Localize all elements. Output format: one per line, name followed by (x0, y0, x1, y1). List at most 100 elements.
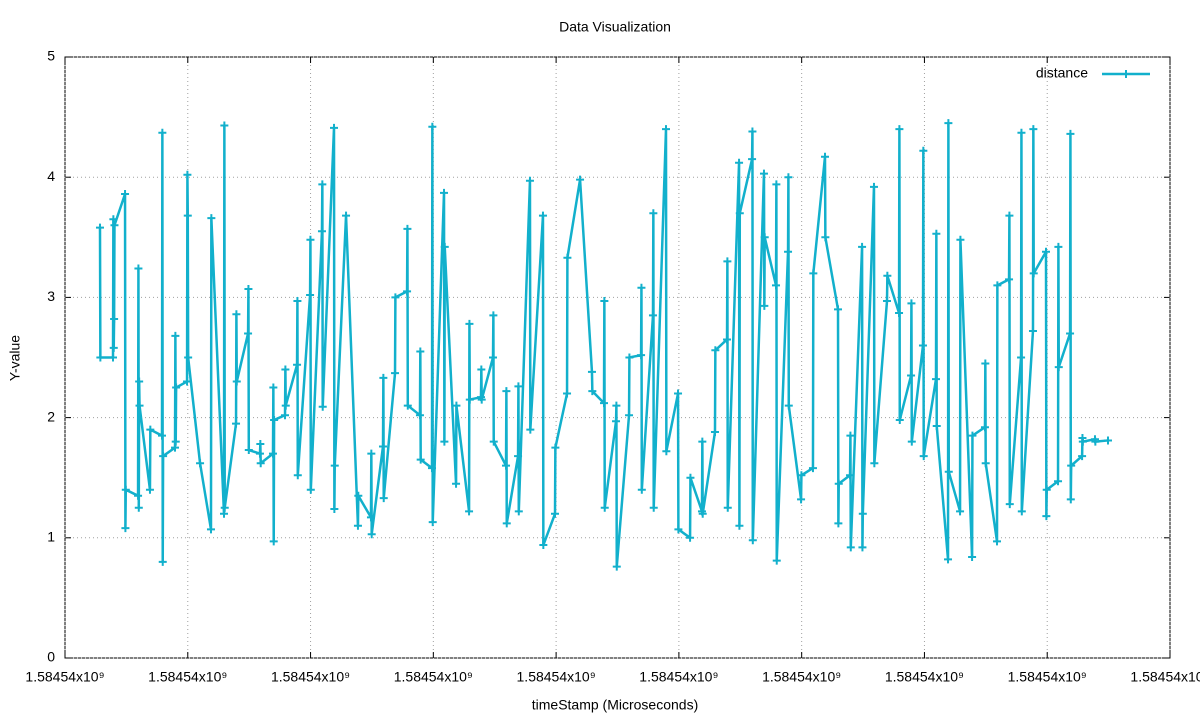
data-point (306, 485, 315, 494)
data-point (293, 360, 302, 369)
data-point (415, 411, 424, 420)
data-point (391, 293, 400, 302)
x-tick-label: 1.58454x10⁹ (1008, 669, 1087, 685)
data-point (1042, 485, 1051, 494)
data-point (968, 553, 977, 562)
data-point (1066, 129, 1075, 138)
data-point (649, 503, 658, 512)
data-point (270, 416, 279, 425)
data-point (1029, 125, 1038, 134)
y-tick-label: 2 (47, 408, 55, 424)
data-point (612, 417, 621, 426)
data-point (255, 449, 264, 458)
data-point (538, 211, 547, 220)
data-point (158, 128, 167, 137)
data-point (759, 169, 768, 178)
data-point (318, 402, 327, 411)
data-point (784, 173, 793, 182)
data-point (379, 494, 388, 503)
data-point (980, 423, 989, 432)
data-point (183, 170, 192, 179)
y-axis-label: Y-value (7, 335, 23, 381)
data-point (502, 387, 511, 396)
data-point (403, 401, 412, 410)
data-point (981, 359, 990, 368)
data-point (416, 455, 425, 464)
data-point (895, 416, 904, 425)
data-point (797, 471, 806, 480)
data-point (109, 353, 118, 362)
data-point (121, 524, 130, 533)
data-point (563, 389, 572, 398)
data-point (526, 425, 535, 434)
data-point (502, 461, 511, 470)
data-point (551, 509, 560, 518)
y-tick-label: 4 (47, 168, 55, 184)
y-tick-label: 5 (47, 48, 55, 64)
data-point (686, 473, 695, 482)
data-point (452, 401, 461, 410)
data-point (353, 521, 362, 530)
data-point (317, 227, 326, 236)
x-tick-label: 1.58454x10⁹ (762, 669, 841, 685)
y-tick-label: 1 (47, 529, 55, 545)
x-tick-label: 1.58454x10⁹ (885, 669, 964, 685)
data-point (306, 290, 315, 299)
data-point (477, 365, 486, 374)
x-tick-label: 1.58454x10⁹ (25, 669, 104, 685)
data-point (821, 233, 830, 242)
data-point (834, 519, 843, 528)
data-point (919, 146, 928, 155)
data-point (784, 401, 793, 410)
data-point (698, 437, 707, 446)
data-point (293, 471, 302, 480)
data-point (366, 513, 375, 522)
data-point (931, 375, 940, 384)
data-point (956, 507, 965, 516)
data-point (674, 389, 683, 398)
data-point (440, 188, 449, 197)
data-point (625, 353, 634, 362)
data-point (171, 437, 180, 446)
data-point (502, 519, 511, 528)
data-point (428, 122, 437, 131)
data-point (110, 315, 119, 324)
data-point (637, 283, 646, 292)
data-point (612, 401, 621, 410)
data-point (525, 176, 534, 185)
data-point (919, 452, 928, 461)
data-point (391, 369, 400, 378)
data-point (121, 485, 130, 494)
data-point (452, 479, 461, 488)
data-point (416, 347, 425, 356)
data-point (1091, 437, 1100, 446)
data-point (883, 271, 892, 280)
x-axis-label: timeStamp (Microseconds) (532, 697, 699, 713)
data-point (489, 311, 498, 320)
data-point (1067, 461, 1076, 470)
data-point (748, 536, 757, 545)
data-point (1017, 353, 1026, 362)
data-point (269, 537, 278, 546)
data-point (858, 242, 867, 251)
data-point (846, 543, 855, 552)
data-point (514, 507, 523, 516)
data-point (1005, 500, 1014, 509)
data-point (367, 530, 376, 539)
data-point (428, 518, 437, 527)
data-point (514, 382, 523, 391)
data-point (378, 442, 387, 451)
data-point (121, 190, 130, 199)
data-point (244, 446, 253, 455)
data-point (330, 123, 339, 132)
data-point (427, 464, 436, 473)
data-point (698, 509, 707, 518)
data-point (403, 224, 412, 233)
data-point (846, 431, 855, 440)
data-point (96, 353, 105, 362)
data-point (172, 383, 181, 392)
data-point (662, 447, 671, 456)
data-point (109, 215, 118, 224)
data-point (109, 343, 118, 352)
